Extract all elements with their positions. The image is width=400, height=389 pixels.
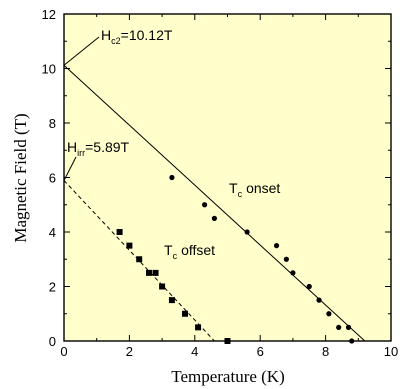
tc-offset-label: Tc offset: [164, 242, 215, 261]
fit-lines: [63, 64, 366, 342]
y-tick-label: 0: [49, 334, 56, 349]
annotation-leaders: [63, 36, 100, 181]
x-tick-label: 6: [257, 344, 264, 359]
x-tick-label: 2: [126, 344, 133, 359]
onset-point: [336, 324, 342, 330]
x-tick-label: 8: [322, 344, 329, 359]
x-tick-label: 0: [60, 344, 67, 359]
y-axis-title: Magnetic Field (T): [11, 113, 30, 242]
y-tick-label: 6: [49, 171, 56, 186]
offset-point: [195, 324, 202, 331]
hirr-annotation: Hirr=5.89T: [67, 139, 130, 158]
onset-point: [290, 270, 296, 276]
x-tick-label: 4: [191, 344, 198, 359]
tc-onset-label: Tc onset: [229, 180, 280, 199]
onset-fit-line: [63, 64, 366, 342]
y-tick-label: 12: [42, 7, 56, 22]
onset-point: [202, 202, 208, 208]
onset-point: [169, 174, 175, 181]
offset-point: [181, 310, 188, 317]
y-tick-label: 8: [49, 116, 56, 131]
y-tick-label: 10: [42, 62, 56, 77]
offset-point: [136, 256, 143, 263]
x-tick-label: 10: [384, 344, 398, 359]
offset-point: [116, 229, 123, 235]
y-tick-label: 2: [49, 280, 56, 295]
offset-point: [126, 242, 133, 249]
hc2-leader-line: [63, 36, 100, 66]
offset-point: [159, 283, 166, 290]
y-tick-label: 4: [49, 225, 56, 240]
onset-point: [283, 256, 289, 262]
x-tick-labels: 0 2 4 6 8 10: [60, 344, 398, 359]
onset-point: [306, 283, 312, 290]
offset-point: [168, 297, 175, 304]
offset-point: [152, 269, 159, 276]
x-axis-title: Temperature (K): [171, 367, 285, 386]
hirr-leader-line: [63, 156, 77, 181]
offset-point: [146, 269, 153, 276]
onset-point: [244, 229, 250, 235]
axis-ticks: [63, 13, 392, 342]
onset-point: [345, 324, 352, 330]
offset-fit-line: [63, 180, 215, 342]
y-tick-labels: 0 2 4 6 8 10 12: [42, 7, 56, 349]
onset-point: [326, 311, 332, 317]
hc2-annotation: Hc2=10.12T: [101, 27, 173, 46]
plot-area: [64, 14, 391, 341]
onset-point: [211, 215, 218, 221]
onset-point: [316, 297, 322, 303]
onset-point: [273, 243, 280, 249]
